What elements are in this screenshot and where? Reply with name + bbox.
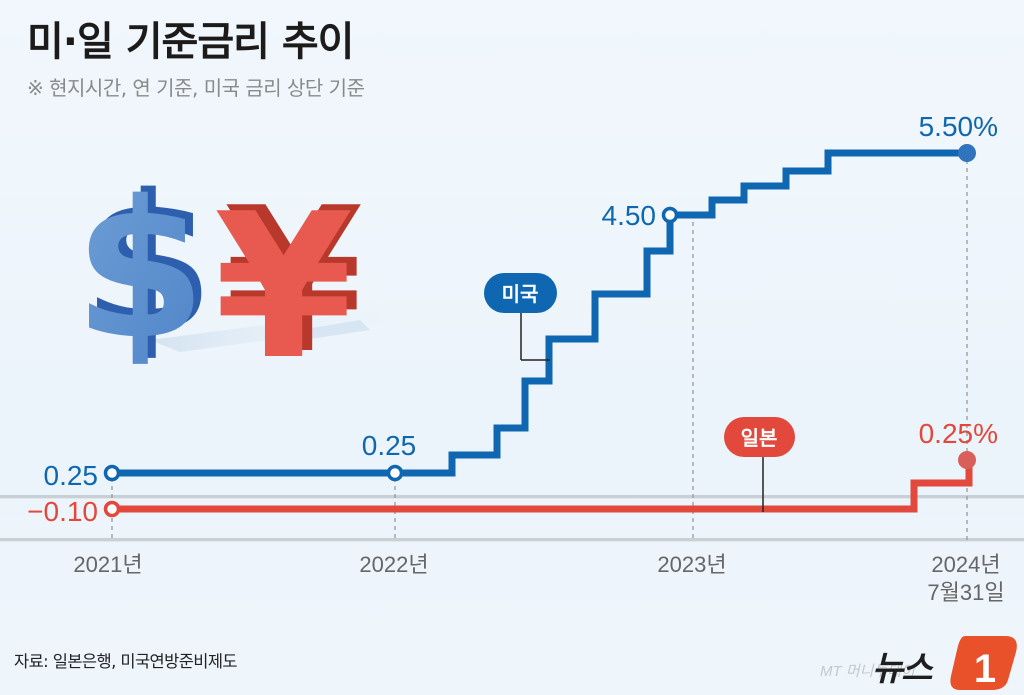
svg-text:$: $	[82, 154, 214, 375]
x-tick-2024: 2024년	[931, 552, 1000, 577]
currency-illustration: $ $ ¥ ¥	[74, 154, 400, 404]
jp-end-marker	[958, 451, 976, 469]
logo-watermark: MT 머니투데이	[820, 663, 916, 680]
year-guides	[111, 160, 968, 540]
svg-text:1: 1	[974, 647, 996, 691]
us-end-label: 5.50%	[919, 111, 998, 142]
chart-subtitle: ※ 현지시간, 연 기준, 미국 금리 상단 기준	[27, 76, 365, 100]
us-2022-label: 0.25	[362, 430, 417, 461]
dollar-icon: $ $	[74, 154, 214, 381]
jp-tag-label: 일본	[741, 426, 778, 450]
svg-text:¥: ¥	[214, 171, 353, 404]
us-tag: 미국	[484, 273, 557, 361]
us-2023-marker	[661, 206, 679, 224]
us-start-marker	[103, 464, 121, 482]
svg-text:뉴스: 뉴스	[872, 649, 934, 689]
page-title: 미·일 기준금리 추이	[27, 19, 354, 65]
jp-start-marker	[103, 500, 121, 518]
x-tick-2023: 2023년	[657, 552, 726, 577]
us-2022-marker	[386, 464, 404, 482]
news1-logo: MT 머니투데이 1 뉴스	[820, 636, 1017, 691]
svg-text:$: $	[74, 160, 206, 381]
us-start-label: 0.25	[44, 460, 99, 491]
us-rate-line	[112, 149, 967, 477]
yen-icon: ¥ ¥	[214, 165, 363, 404]
jp-rate-line	[112, 460, 973, 513]
us-2023-label: 4.50	[602, 200, 657, 231]
us-tag-label: 미국	[502, 282, 539, 306]
svg-text:¥: ¥	[224, 165, 363, 398]
us-end-marker	[958, 144, 976, 162]
jp-start-label: −0.10	[27, 496, 98, 527]
jp-tag: 일본	[724, 417, 795, 512]
logo-badge-icon	[950, 636, 1017, 690]
data-source: 자료: 일본은행, 미국연방준비제도	[14, 652, 238, 671]
x-tick-date: 7월31일	[927, 580, 1004, 605]
jp-end-label: 0.25%	[919, 418, 998, 449]
x-tick-2021: 2021년	[73, 552, 142, 577]
axis-band	[0, 495, 1024, 542]
x-tick-2022: 2022년	[359, 552, 428, 577]
